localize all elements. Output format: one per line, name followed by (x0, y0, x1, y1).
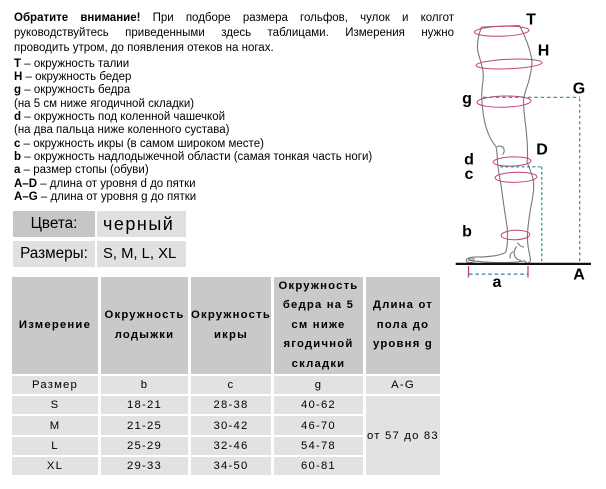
svg-text:A: A (573, 267, 585, 284)
svg-text:b: b (462, 224, 472, 241)
svg-text:G: G (573, 81, 585, 98)
svg-text:H: H (538, 43, 550, 60)
svg-text:c: c (465, 166, 474, 183)
svg-text:D: D (536, 142, 548, 159)
svg-text:g: g (462, 91, 472, 108)
svg-text:T: T (526, 12, 536, 29)
svg-text:a: a (493, 274, 502, 291)
svg-text:d: d (464, 152, 474, 169)
